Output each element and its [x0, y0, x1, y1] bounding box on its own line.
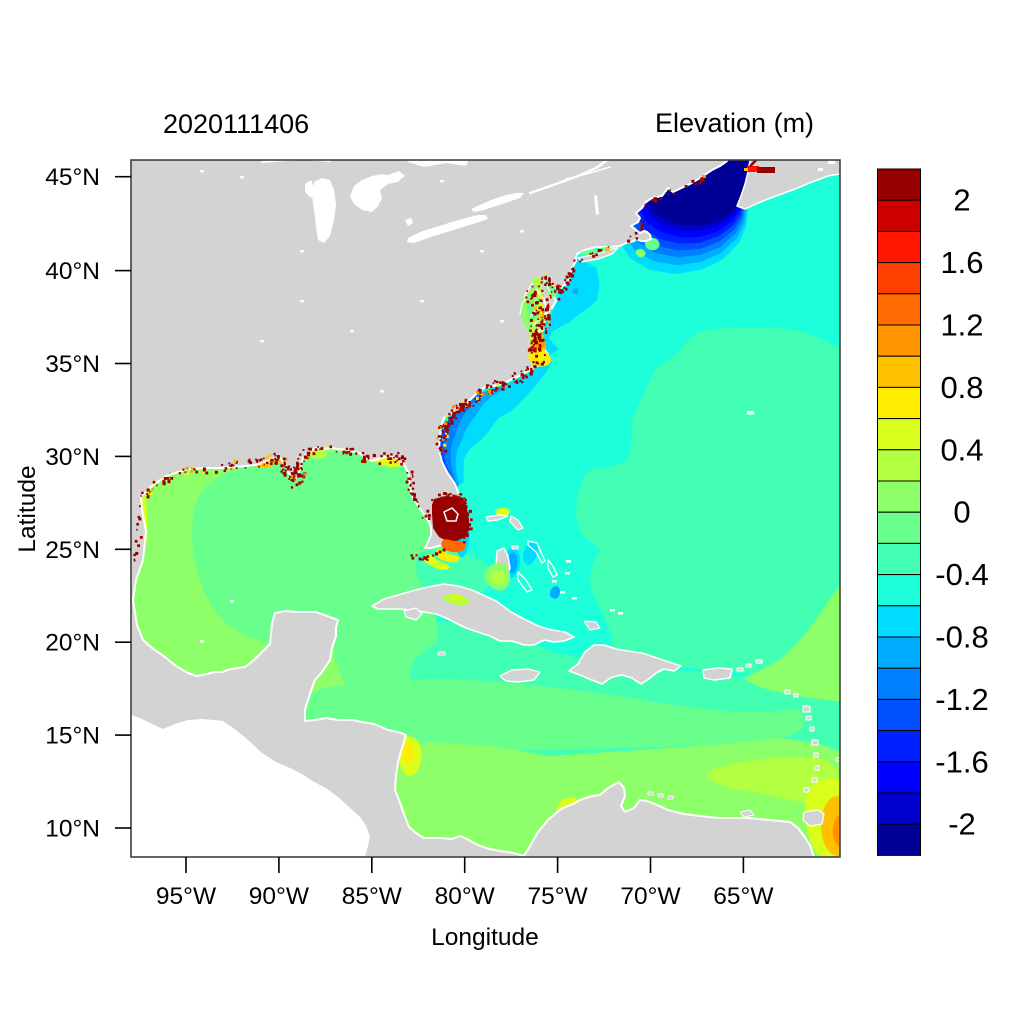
svg-text:95°W: 95°W	[156, 883, 217, 910]
svg-text:10°N: 10°N	[45, 816, 100, 843]
svg-text:40°N: 40°N	[45, 258, 100, 285]
svg-text:35°N: 35°N	[45, 351, 100, 378]
svg-text:45°N: 45°N	[45, 164, 100, 191]
svg-text:1.6: 1.6	[940, 245, 983, 280]
svg-text:Longitude: Longitude	[431, 924, 539, 951]
svg-text:85°W: 85°W	[342, 883, 403, 910]
svg-text:-2: -2	[948, 807, 976, 842]
svg-text:0: 0	[953, 495, 970, 530]
svg-text:Elevation (m): Elevation (m)	[655, 108, 814, 138]
svg-text:65°W: 65°W	[713, 883, 774, 910]
svg-text:-0.4: -0.4	[935, 557, 988, 592]
svg-text:20°N: 20°N	[45, 630, 100, 657]
svg-text:0.8: 0.8	[940, 370, 983, 405]
svg-text:30°N: 30°N	[45, 444, 100, 471]
svg-text:70°W: 70°W	[620, 883, 681, 910]
svg-text:-1.6: -1.6	[935, 744, 988, 779]
svg-text:90°W: 90°W	[249, 883, 310, 910]
svg-text:80°W: 80°W	[435, 883, 496, 910]
svg-text:-0.8: -0.8	[935, 620, 988, 655]
svg-text:75°W: 75°W	[528, 883, 589, 910]
svg-text:15°N: 15°N	[45, 723, 100, 750]
svg-text:25°N: 25°N	[45, 537, 100, 564]
svg-text:2: 2	[953, 183, 970, 218]
svg-text:2020111406: 2020111406	[163, 109, 309, 139]
svg-text:0.4: 0.4	[940, 432, 983, 467]
svg-text:1.2: 1.2	[940, 308, 983, 343]
svg-text:-1.2: -1.2	[935, 682, 988, 717]
svg-text:Latitude: Latitude	[14, 465, 41, 552]
